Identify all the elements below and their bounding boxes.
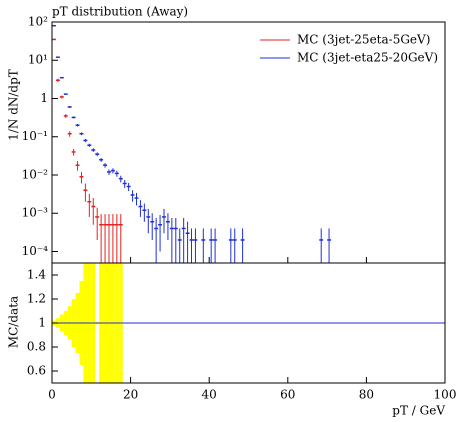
error-point	[122, 179, 127, 188]
error-point	[118, 175, 123, 183]
error-point	[75, 124, 80, 127]
error-point	[87, 193, 92, 217]
ratio-frame	[51, 262, 446, 384]
error-point	[71, 148, 76, 156]
y-tick-label: 0.6	[27, 364, 46, 378]
error-point	[150, 213, 155, 240]
error-point	[75, 161, 80, 171]
ratio-axis-label: MC/data	[7, 296, 21, 348]
error-point	[327, 228, 332, 263]
top-plot	[52, 24, 332, 263]
x-tick-label: 40	[202, 388, 217, 402]
error-point	[118, 214, 123, 263]
y-tick-label: 1	[40, 91, 48, 105]
x-tick-label: 100	[434, 388, 457, 402]
x-tick-label: 0	[48, 388, 56, 402]
error-point	[181, 218, 186, 263]
error-point	[103, 163, 108, 168]
y-tick-label: 10¹	[28, 53, 48, 67]
error-point	[185, 221, 190, 263]
error-point	[189, 228, 194, 263]
error-point	[67, 131, 72, 137]
error-point	[213, 228, 218, 263]
chart-title: pT distribution (Away)	[52, 5, 188, 19]
error-point	[95, 152, 100, 157]
error-point	[63, 114, 68, 118]
error-point	[63, 93, 68, 95]
error-point	[209, 228, 214, 263]
error-point	[55, 56, 60, 58]
x-tick-label: 20	[123, 388, 138, 402]
error-point	[138, 200, 143, 217]
x-tick-label: 80	[359, 388, 374, 402]
error-point	[130, 190, 135, 202]
y-tick-label: 10⁻²	[22, 167, 49, 181]
y-tick-label: 1.2	[27, 292, 46, 306]
y-tick-label: 1.4	[27, 268, 46, 282]
error-point	[59, 76, 64, 79]
error-point	[228, 228, 233, 263]
error-point	[83, 183, 88, 202]
error-point	[91, 198, 96, 225]
error-point	[83, 138, 88, 143]
error-point	[114, 214, 119, 263]
y-tick-label: 0.8	[27, 340, 46, 354]
error-point	[193, 228, 198, 263]
error-point	[201, 228, 206, 263]
error-point	[103, 214, 108, 263]
error-point	[162, 208, 166, 234]
axes: 10⁻⁴ 10⁻³ 10⁻² 10⁻¹ 1 10¹ 10² MC (3jet-25eta-5G…	[22, 15, 457, 402]
error-point	[240, 228, 245, 263]
y-tick-label: 10⁻¹	[22, 129, 48, 143]
error-point	[169, 218, 174, 263]
error-point	[107, 169, 111, 175]
error-point	[67, 106, 72, 108]
error-point	[99, 157, 104, 162]
y-tick-label: 10⁻³	[22, 206, 49, 220]
ratio-plot	[52, 263, 445, 383]
error-point	[177, 228, 182, 263]
error-point	[87, 143, 92, 147]
error-point	[99, 214, 104, 263]
error-point	[154, 218, 159, 263]
error-point	[55, 78, 60, 82]
y-tick-label: 10⁻⁴	[22, 244, 49, 258]
error-point	[71, 116, 76, 119]
error-point	[107, 214, 111, 263]
error-point	[114, 170, 119, 177]
error-point	[319, 228, 324, 263]
error-point	[52, 38, 56, 41]
error-point	[134, 192, 139, 206]
error-point	[232, 228, 237, 263]
error-point	[146, 208, 151, 234]
y-tick-label: 10²	[28, 15, 48, 29]
error-point	[173, 218, 178, 263]
error-point	[79, 132, 84, 136]
x-axis-label: pT / GeV	[392, 404, 445, 418]
error-point	[59, 95, 64, 99]
y-tick-label: 1	[38, 316, 46, 330]
error-point	[91, 148, 96, 152]
error-point	[158, 214, 163, 252]
error-point	[142, 203, 147, 222]
y-axis-label: 1/N dN/dpT	[7, 69, 21, 141]
x-tick-label: 60	[280, 388, 295, 402]
legend-label: MC (3jet-25eta-5GeV)	[297, 33, 430, 47]
error-point	[126, 182, 131, 192]
error-point	[95, 207, 100, 240]
error-point	[110, 168, 115, 174]
error-point	[79, 171, 84, 184]
error-point	[165, 213, 170, 240]
error-point	[110, 214, 115, 263]
legend-label: MC (3jet-eta25-20GeV)	[297, 51, 438, 65]
